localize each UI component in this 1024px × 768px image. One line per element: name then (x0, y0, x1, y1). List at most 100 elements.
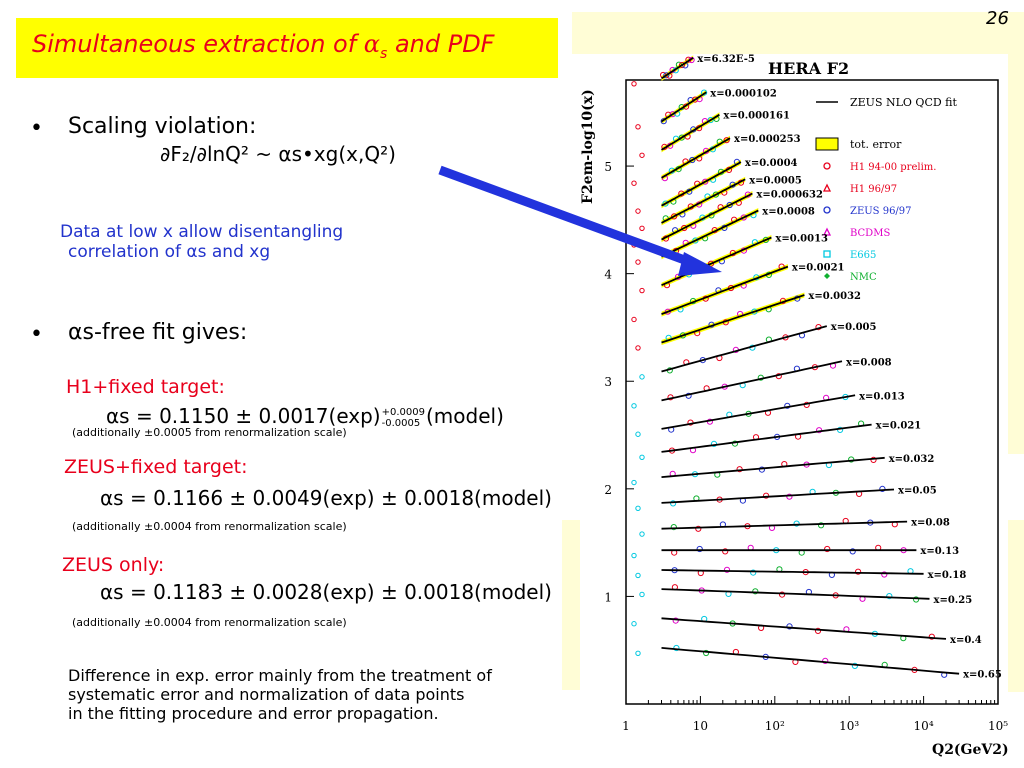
legend-label: H1 96/97 (850, 184, 897, 195)
footer-line3: in the fitting procedure and error propa… (68, 704, 439, 723)
data-point (786, 493, 793, 500)
legend-circle-marker (823, 162, 831, 170)
data-point (669, 111, 676, 118)
scaling-formula: ∂F₂/∂lnQ² ~ αs•xg(x,Q²) (160, 142, 396, 166)
x-tick-label: 10⁵ (988, 719, 1008, 733)
data-point (631, 552, 637, 559)
data-point (689, 156, 696, 164)
series-label: x=6.32E-5 (697, 54, 755, 65)
legend-label: ZEUS NLO QCD fit (850, 96, 958, 109)
legend-label: tot. error (850, 138, 902, 151)
series-label: x=0.000102 (710, 88, 777, 99)
data-point (886, 593, 893, 600)
data-point (692, 96, 699, 103)
legend-label: H1 94-00 prelim. (850, 162, 936, 173)
data-point (635, 345, 641, 351)
series-label: x=0.0008 (762, 207, 815, 218)
data-point (763, 492, 770, 499)
bullet-mark: • (30, 116, 43, 141)
legend-label: ZEUS 96/97 (850, 206, 912, 217)
qcd-fit-curve (661, 325, 828, 373)
data-point (851, 662, 858, 670)
data-point (639, 454, 645, 461)
qcd-fit-curve (661, 394, 856, 430)
zeus-equation: αs = 0.1183 ± 0.0028(exp) ± 0.0018(model… (100, 580, 552, 604)
data-point (736, 466, 743, 473)
x-tick-label: 10⁴ (914, 719, 934, 733)
data-point (663, 72, 670, 79)
series-label: x=0.000632 (756, 190, 823, 201)
zeusft-note: (additionally ±0.0004 from renormalizati… (72, 520, 347, 533)
zeusft-equation: αs = 0.1166 ± 0.0049(exp) ± 0.0018(model… (100, 486, 552, 510)
data-point (837, 426, 844, 433)
data-point (635, 505, 641, 511)
h1-label: H1+fixed target: (66, 376, 225, 398)
data-point (631, 316, 637, 323)
data-point (639, 531, 645, 537)
qcd-fit-curve (661, 265, 789, 315)
series-label: x=0.08 (911, 518, 950, 529)
x-axis-label: Q2(GeV2) (932, 742, 1008, 758)
legend-band-marker (815, 137, 839, 151)
data-point (696, 545, 703, 553)
x-tick-label: 1 (622, 719, 630, 733)
data-point (822, 657, 829, 665)
data-point (639, 152, 645, 158)
x-tick-label: 10³ (839, 719, 859, 733)
data-point (727, 284, 735, 292)
data-point (635, 431, 641, 437)
data-point (913, 596, 920, 603)
legend-label: NMC (850, 272, 877, 283)
data-point (849, 548, 856, 555)
data-point (707, 116, 714, 124)
series-label: x=0.4 (950, 635, 982, 646)
data-point (701, 89, 708, 96)
data-point (870, 456, 877, 463)
qcd-fit-curve (661, 617, 947, 640)
data-point (879, 485, 886, 492)
series-label: x=0.05 (898, 485, 937, 496)
qcd-fit-curve (661, 360, 843, 402)
background-panel (1008, 54, 1024, 454)
data-point (712, 191, 719, 198)
legend-diamond-marker (824, 273, 830, 279)
data-point (726, 201, 733, 209)
y-tick-label: 4 (604, 268, 612, 282)
data-point (731, 440, 739, 447)
h1-equation: αs = 0.1150 ± 0.0017(exp)+0.0009 -0.0005(… (106, 404, 504, 429)
data-point (740, 214, 747, 221)
data-point (703, 649, 710, 657)
series-label: x=0.032 (889, 454, 935, 465)
bullet-mark: • (30, 322, 43, 347)
qcd-fit-curve (661, 569, 924, 575)
footer-line1: Difference in exp. error mainly from the… (68, 666, 492, 685)
data-point (639, 287, 645, 294)
data-point (692, 237, 699, 244)
lowx-line1: Data at low x allow disentangling (60, 222, 344, 242)
data-point (631, 479, 637, 486)
series-label: x=0.65 (963, 670, 1002, 681)
data-point (635, 572, 641, 579)
data-point (679, 61, 686, 69)
data-point (660, 118, 667, 125)
data-point (695, 525, 702, 532)
series-label: x=0.000253 (734, 134, 801, 145)
data-point (750, 569, 757, 576)
data-point (631, 81, 637, 87)
qcd-fit-curve (661, 588, 930, 600)
series-label: x=0.0005 (749, 175, 802, 186)
legend-circle-marker (823, 206, 831, 214)
background-panel (572, 12, 1024, 54)
legend-label: E665 (850, 250, 876, 261)
data-point (752, 588, 759, 595)
legend-square-marker (823, 250, 831, 258)
series-label: x=0.18 (928, 570, 967, 581)
data-point (635, 650, 641, 656)
series-label: x=0.25 (933, 595, 972, 606)
lowx-line2: correlation of αs and xg (68, 242, 271, 262)
data-point (758, 466, 765, 473)
y-tick-label: 2 (604, 483, 612, 497)
zeusft-label: ZEUS+fixed target: (64, 456, 248, 478)
data-point (818, 522, 825, 529)
data-point (631, 403, 637, 409)
